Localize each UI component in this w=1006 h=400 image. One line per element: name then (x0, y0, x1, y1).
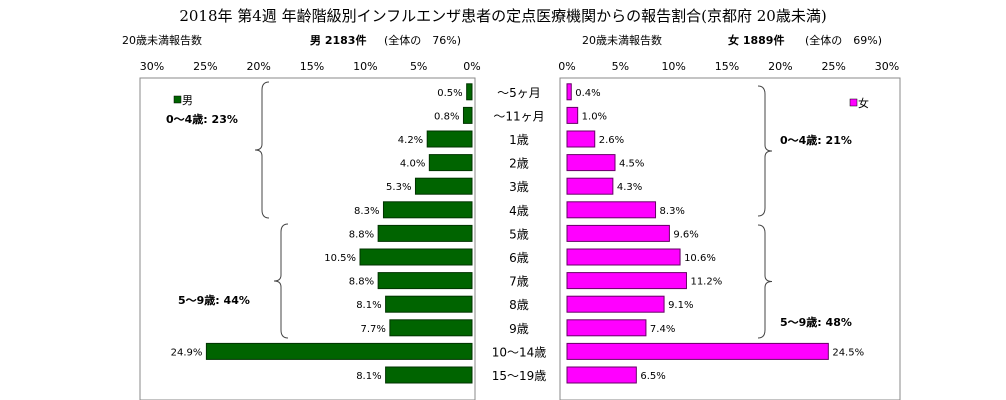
male-bar (389, 319, 473, 337)
tick-label-left: 10% (353, 60, 377, 73)
female-bar (566, 154, 616, 172)
male-bar (377, 224, 473, 242)
female-bar (566, 201, 657, 219)
male-bar (385, 366, 473, 384)
tick-label-left: 20% (246, 60, 270, 73)
male-value-label: 4.2% (398, 135, 423, 146)
female-bracket-0-4 (757, 85, 773, 217)
male-legend-swatch (173, 95, 182, 104)
category-label: 1歳 (509, 133, 529, 147)
male-bar (414, 177, 473, 195)
female-value-label: 0.4% (575, 88, 600, 99)
female-legend-label: 女 (858, 96, 869, 110)
male-value-label: 0.5% (437, 88, 462, 99)
left-share: (全体の 76%) (384, 33, 461, 47)
category-label: 9歳 (509, 322, 529, 336)
male-bar (377, 272, 473, 290)
tick-label-right: 20% (768, 60, 792, 73)
female-bar (566, 295, 665, 313)
category-label: 〜11ヶ月 (493, 109, 544, 123)
tick-label-right: 30% (875, 60, 899, 73)
male-value-label: 7.7% (360, 324, 385, 335)
female-value-label: 9.1% (668, 300, 693, 311)
chart-title: 2018年 第4週 年齢階級別インフルエンザ患者の定点医療機関からの報告割合(京… (179, 7, 826, 25)
female-group-5-9: 5〜9歳: 48% (780, 315, 852, 329)
male-bar (359, 248, 473, 266)
tick-label-right: 25% (821, 60, 845, 73)
tick-label-left: 5% (410, 60, 427, 73)
male-bar (466, 83, 473, 101)
tick-label-left: 0% (463, 60, 480, 73)
male-value-label: 10.5% (324, 253, 356, 264)
tick-label-right: 0% (558, 60, 575, 73)
male-bar (205, 342, 473, 360)
female-bracket-5-9 (757, 224, 773, 339)
tick-label-left: 15% (300, 60, 324, 73)
tick-label-right: 5% (612, 60, 629, 73)
female-value-label: 9.6% (673, 229, 698, 240)
male-bar (462, 106, 473, 124)
male-value-label: 8.1% (356, 300, 381, 311)
female-value-label: 6.5% (640, 371, 665, 382)
category-label: 5歳 (509, 227, 529, 241)
tick-label-right: 15% (715, 60, 739, 73)
category-label: 8歳 (509, 298, 529, 312)
male-value-label: 8.8% (349, 277, 374, 288)
female-value-label: 4.5% (619, 159, 644, 170)
female-value-label: 1.0% (582, 111, 607, 122)
right-total: 女 1889件 (728, 33, 784, 47)
female-bar (566, 272, 687, 290)
female-bar (566, 130, 596, 148)
female-value-label: 2.6% (599, 135, 624, 146)
female-value-label: 24.5% (832, 347, 864, 358)
left-caption: 20歳未満報告数 (122, 34, 202, 47)
female-legend-swatch (849, 98, 858, 107)
male-bar (385, 295, 473, 313)
category-label: 〜5ヶ月 (497, 86, 541, 100)
female-bar (566, 248, 681, 266)
left-total: 男 2183件 (310, 33, 366, 47)
female-value-label: 10.6% (684, 253, 716, 264)
male-value-label: 5.3% (386, 182, 411, 193)
male-bracket-0-4 (254, 81, 270, 219)
tick-label-left: 30% (140, 60, 164, 73)
male-bar (426, 130, 473, 148)
female-bar (566, 106, 579, 124)
category-label: 10〜14歳 (492, 345, 547, 359)
male-group-5-9: 5〜9歳: 44% (178, 293, 250, 307)
female-bar (566, 319, 647, 337)
category-label: 2歳 (509, 157, 529, 171)
male-bar (382, 201, 473, 219)
female-value-label: 8.3% (660, 206, 685, 217)
male-value-label: 0.8% (434, 111, 459, 122)
right-caption: 20歳未満報告数 (582, 34, 662, 47)
female-bar (566, 342, 829, 360)
category-label: 6歳 (509, 251, 529, 265)
category-label: 3歳 (509, 180, 529, 194)
male-value-label: 8.1% (356, 371, 381, 382)
right-share: (全体の 69%) (805, 33, 882, 47)
tick-label-left: 25% (193, 60, 217, 73)
male-legend-label: 男 (182, 94, 193, 107)
male-group-0-4: 0〜4歳: 23% (166, 112, 238, 126)
tick-label-right: 10% (661, 60, 685, 73)
category-label: 7歳 (509, 275, 529, 289)
male-value-label: 24.9% (171, 347, 203, 358)
category-label: 4歳 (509, 204, 529, 218)
female-bar (566, 83, 572, 101)
female-value-label: 11.2% (690, 277, 722, 288)
female-bar (566, 177, 614, 195)
female-bar (566, 366, 637, 384)
female-group-0-4: 0〜4歳: 21% (780, 133, 852, 147)
female-value-label: 7.4% (650, 324, 675, 335)
female-bar (566, 224, 670, 242)
category-label: 15〜19歳 (492, 369, 547, 383)
male-value-label: 4.0% (400, 159, 425, 170)
male-value-label: 8.3% (354, 206, 379, 217)
female-value-label: 4.3% (617, 182, 642, 193)
male-value-label: 8.8% (349, 229, 374, 240)
male-bar (428, 154, 473, 172)
male-bracket-5-9 (273, 223, 289, 339)
